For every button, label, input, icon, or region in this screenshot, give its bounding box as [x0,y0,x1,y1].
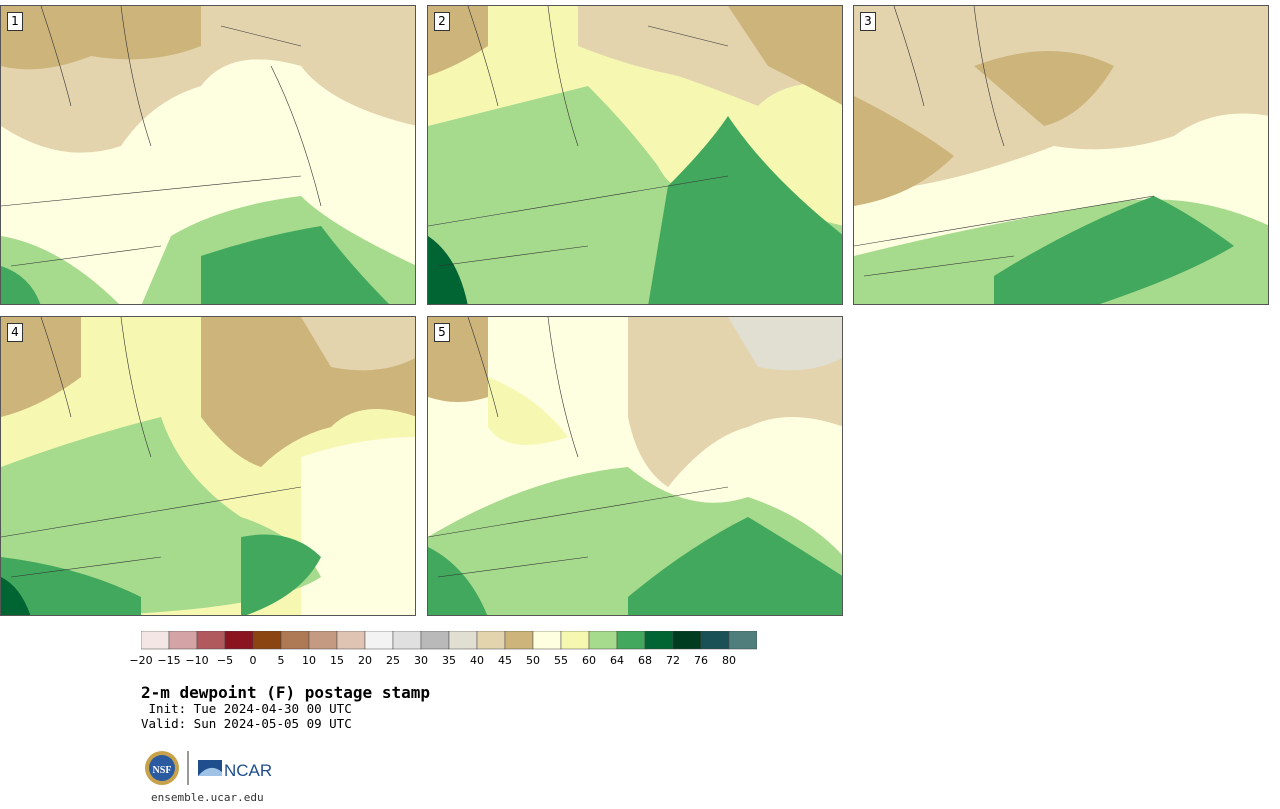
map-panel-5: 5 [427,316,843,616]
colorbar-swatch [141,631,170,650]
map-image [1,6,415,304]
colorbar-swatch [224,631,254,650]
colorbar-swatch [392,631,422,650]
colorbar-swatch [336,631,366,650]
colorbar-tick-label: 72 [666,654,680,667]
map-image [854,6,1268,304]
colorbar-swatch [420,631,450,650]
colorbar-tick-label: 30 [414,654,428,667]
colorbar-swatch [280,631,310,650]
colorbar-swatch [196,631,226,650]
colorbar-swatch [728,631,757,650]
colorbar-swatch [476,631,506,650]
colorbar-tick-label: −20 [129,654,153,667]
colorbar-tick-label: 15 [330,654,344,667]
colorbar-swatch [644,631,674,650]
panel-label: 4 [7,323,23,342]
colorbar-tick-label: 20 [358,654,372,667]
logo-group: NSF NCAR [145,751,272,785]
colorbar-tick-label: 35 [442,654,456,667]
colorbar-tick-label: 80 [722,654,736,667]
colorbar-swatch [364,631,394,650]
colorbar-tick-label: −15 [157,654,181,667]
ncar-logo-text: NCAR [224,761,272,780]
colorbar-swatch [308,631,338,650]
map-panel-2: 2 [427,5,843,305]
colorbar-tick-label: 0 [249,654,257,667]
panel-label: 1 [7,12,23,31]
map-image [1,317,415,615]
colorbar-tick-label: 45 [498,654,512,667]
colorbar-swatch [448,631,478,650]
valid-time: Valid: Sun 2024-05-05 09 UTC [141,716,352,731]
colorbar-swatch [252,631,282,650]
colorbar-tick-label: 60 [582,654,596,667]
colorbar-tick-label: 10 [302,654,316,667]
colorbar-tick-label: 76 [694,654,708,667]
panel-label: 5 [434,323,450,342]
nsf-logo-text: NSF [153,765,172,776]
site-url[interactable]: ensemble.ucar.edu [151,791,264,804]
map-image [428,6,842,304]
colorbar-swatch [560,631,590,650]
panel-label: 3 [860,12,876,31]
map-panel-1: 1 [0,5,416,305]
colorbar-tick-label: 40 [470,654,484,667]
colorbar-tick-label: 55 [554,654,568,667]
colorbar-tick-label: 64 [610,654,624,667]
colorbar-swatch [672,631,702,650]
colorbar-swatch [504,631,534,650]
chart-title: 2-m dewpoint (F) postage stamp [141,683,430,702]
colorbar-tick-label: 25 [386,654,400,667]
colorbar-swatch [616,631,646,650]
nsf-logo: NSF [145,751,179,785]
map-panel-4: 4 [0,316,416,616]
panel-label: 2 [434,12,450,31]
ncar-logo: NCAR [198,760,272,780]
init-time: Init: Tue 2024-04-30 00 UTC [141,701,352,716]
colorbar-swatch [700,631,730,650]
colorbar-swatch [588,631,618,650]
colorbar-tick-label: −5 [216,654,234,667]
colorbar-swatch [168,631,198,650]
map-panel-3: 3 [853,5,1269,305]
colorbar-tick-label: 5 [277,654,285,667]
colorbar [141,631,757,650]
colorbar-tick-label: 50 [526,654,540,667]
colorbar-tick-label: −10 [185,654,209,667]
colorbar-swatch [532,631,562,650]
logos: NSF NCAR [144,748,274,792]
colorbar-tick-label: 68 [638,654,652,667]
map-image [428,317,842,615]
